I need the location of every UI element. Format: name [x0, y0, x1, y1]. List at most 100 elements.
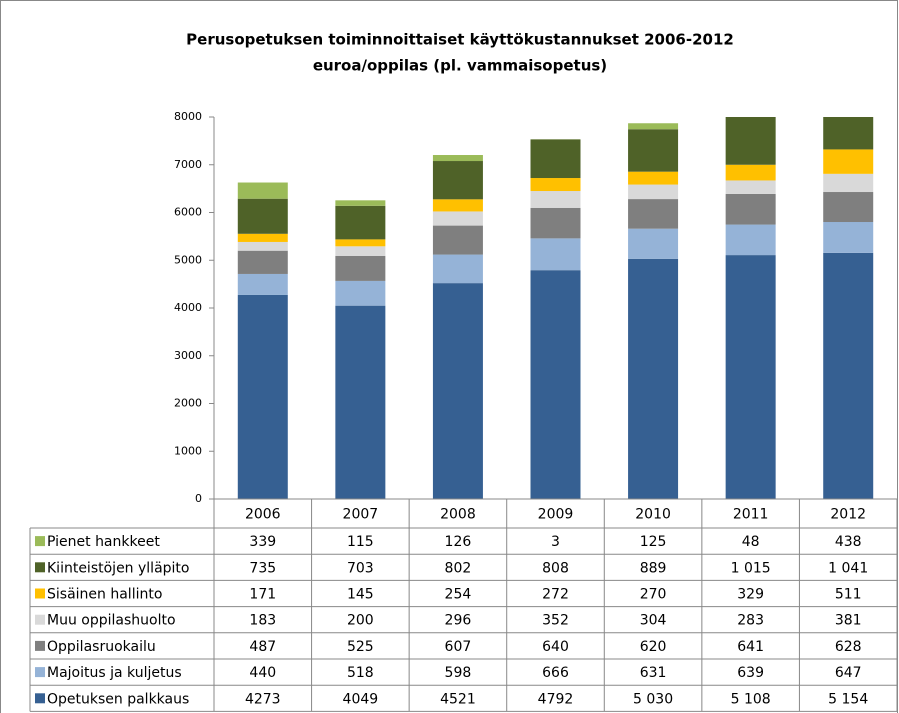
x-tick-label: 2011 [733, 507, 769, 523]
legend-swatch [35, 536, 45, 547]
table-value: 802 [445, 560, 472, 576]
table-value: 4521 [440, 691, 476, 707]
bar-segment [628, 258, 679, 499]
table-value: 381 [835, 613, 862, 629]
y-tick-label: 2000 [174, 397, 202, 410]
x-tick-label: 2012 [830, 507, 866, 523]
bar-segment [432, 199, 483, 212]
y-tick-label: 3000 [174, 349, 202, 362]
table-value: 440 [249, 665, 276, 681]
table-value: 487 [249, 639, 276, 655]
legend-swatch [35, 614, 45, 625]
bar-segment [335, 255, 386, 281]
legend-label: Muu oppilashuolto [47, 613, 176, 629]
x-tick-label: 2007 [343, 507, 379, 523]
bar-segment [628, 184, 679, 200]
bar-segment [530, 207, 581, 239]
table-value: 3 [551, 534, 560, 550]
bar-segment [628, 199, 679, 229]
table-value: 126 [445, 534, 472, 550]
table-value: 4049 [343, 691, 379, 707]
y-tick-label: 1000 [174, 444, 202, 457]
bar-segment [335, 280, 386, 306]
bar-segment [530, 270, 581, 499]
bar-segment [237, 273, 288, 295]
table-value: 171 [249, 587, 276, 603]
table-value: 272 [542, 587, 569, 603]
table-value: 5 030 [633, 691, 673, 707]
legend-swatch [35, 562, 45, 573]
bar-segment [530, 238, 581, 271]
table-value: 1 041 [828, 560, 868, 576]
bar-segment [237, 241, 288, 251]
bar-segment [725, 164, 776, 181]
bar-segment [335, 200, 386, 206]
table-value: 631 [640, 665, 667, 681]
bar-segment [237, 294, 288, 499]
table-value: 283 [737, 613, 764, 629]
bar-segment [530, 178, 581, 192]
y-tick-label: 4000 [174, 301, 202, 314]
bar-segment [823, 173, 874, 193]
legend-swatch [35, 693, 45, 704]
bar-segment [628, 129, 679, 172]
table-value: 304 [640, 613, 667, 629]
table-value: 598 [445, 665, 472, 681]
bars [237, 117, 874, 499]
table-value: 145 [347, 587, 374, 603]
table-value: 4273 [245, 691, 281, 707]
bar-segment [823, 222, 874, 253]
table-value: 647 [835, 665, 862, 681]
table-value: 666 [542, 665, 569, 681]
bar-segment [432, 155, 483, 162]
bar-segment [335, 205, 386, 240]
x-tick-label: 2006 [245, 507, 281, 523]
chart-subtitle: euroa/oppilas (pl. vammaisopetus) [313, 57, 607, 75]
table-value: 125 [640, 534, 667, 550]
bar-segment [237, 250, 288, 274]
bar-segment [530, 139, 581, 179]
table-value: 703 [347, 560, 374, 576]
table-value: 889 [640, 560, 667, 576]
bar-segment [823, 252, 874, 499]
table-value: 1 015 [731, 560, 771, 576]
y-tick-label: 5000 [174, 253, 202, 266]
table-value: 5 154 [828, 691, 868, 707]
bar-segment [432, 225, 483, 255]
table-value: 639 [737, 665, 764, 681]
legend-label: Pienet hankkeet [47, 534, 160, 550]
bar-segment [335, 239, 386, 247]
table-value: 518 [347, 665, 374, 681]
table-value: 200 [347, 613, 374, 629]
x-tick-label: 2008 [440, 507, 476, 523]
bar-segment [530, 191, 581, 208]
table-value: 808 [542, 560, 569, 576]
table-value: 607 [445, 639, 472, 655]
y-tick-label: 8000 [174, 110, 202, 123]
bar-segment [628, 123, 679, 130]
table-value: 438 [835, 534, 862, 550]
bar-segment [432, 161, 483, 200]
table-value: 329 [737, 587, 764, 603]
table-value: 525 [347, 639, 374, 655]
bar-segment [725, 255, 776, 499]
y-tick-label: 0 [195, 492, 202, 505]
table-value: 254 [445, 587, 472, 603]
legend-swatch [35, 588, 45, 599]
bar-segment [725, 117, 776, 165]
bar-segment [823, 117, 874, 150]
bar-segment [237, 233, 288, 242]
bar-segment [628, 228, 679, 259]
y-tick-label: 7000 [174, 158, 202, 171]
legend-swatch [35, 640, 45, 651]
bar-segment [237, 182, 288, 199]
table-value: 339 [249, 534, 276, 550]
table-value: 511 [835, 587, 862, 603]
table-value: 296 [445, 613, 472, 629]
legend-label: Majoitus ja kuljetus [47, 665, 182, 681]
table-value: 4792 [538, 691, 574, 707]
legend-swatch [35, 667, 45, 678]
bar-segment [432, 283, 483, 499]
table-value: 48 [742, 534, 760, 550]
